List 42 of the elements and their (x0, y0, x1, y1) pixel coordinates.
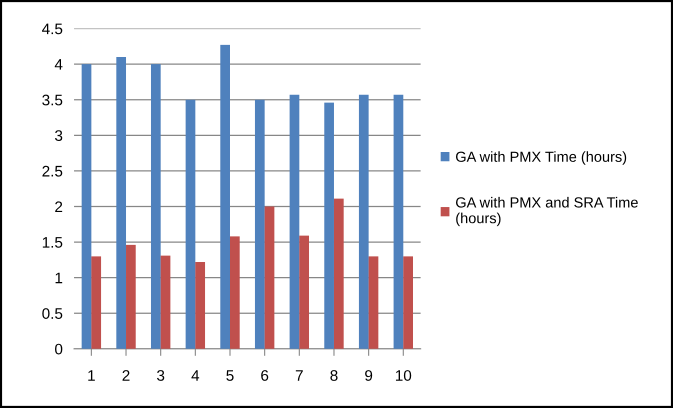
y-tick-label: 3 (55, 130, 62, 142)
y-tick-label: 1.5 (42, 237, 62, 248)
x-tick-label: 5 (226, 370, 234, 381)
x-tick-label: 1 (88, 370, 95, 381)
bar (150, 64, 161, 349)
legend-label: GA with PMX Time (hours) (456, 151, 626, 165)
x-tick-label: 2 (122, 370, 130, 381)
bar (264, 206, 274, 349)
bar (334, 198, 344, 349)
x-tick-label: 4 (191, 370, 200, 381)
bar (230, 236, 240, 349)
bar (290, 94, 300, 349)
bar (358, 94, 369, 349)
bar (91, 256, 102, 349)
bar (160, 256, 170, 349)
y-tick-label: 3.5 (42, 94, 62, 106)
x-tick-label: 8 (330, 370, 338, 381)
x-tick-label: 9 (365, 370, 372, 381)
y-tick-label: 0.5 (42, 308, 62, 319)
x-tick-label: 6 (261, 370, 268, 381)
y-tick-label: 2.5 (42, 166, 62, 177)
x-tick-label: 7 (296, 370, 303, 381)
bar (299, 236, 310, 349)
x-tick-label: 10 (396, 370, 412, 381)
y-tick-label: 4 (54, 59, 62, 70)
bar (254, 100, 265, 349)
y-tick-label: 1 (56, 272, 62, 284)
bar (403, 256, 413, 349)
y-tick-label: 4.5 (42, 24, 62, 34)
y-tick-label: 2 (55, 201, 62, 212)
bar (324, 102, 334, 349)
bar (126, 244, 136, 349)
x-tick-label: 3 (157, 370, 164, 381)
bar (195, 262, 206, 349)
bar (82, 64, 92, 349)
bar (116, 57, 126, 349)
legend-label: GA with PMX and SRA Time (hours) (456, 196, 638, 226)
bar (220, 44, 230, 349)
bar (186, 100, 196, 349)
bar (394, 94, 404, 349)
y-tick-label: 0 (55, 344, 62, 355)
bar (368, 256, 378, 349)
